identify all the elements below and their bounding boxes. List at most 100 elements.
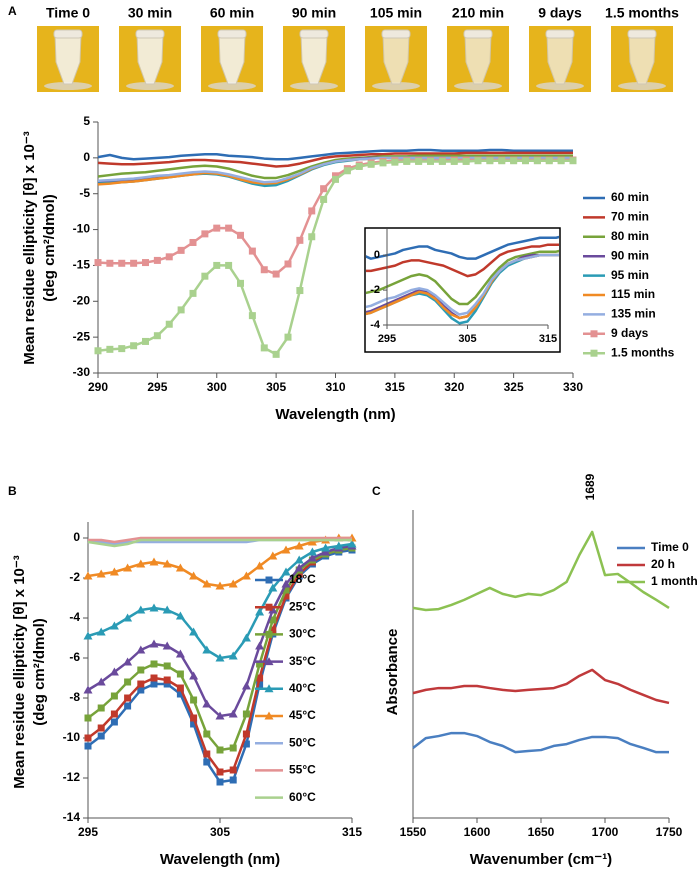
marker [213,224,221,232]
marker [124,678,132,686]
photo-label: 60 min [210,5,254,21]
marker [268,605,278,614]
series-line [366,235,559,260]
marker [165,253,173,261]
marker [203,758,211,766]
series-line [97,151,573,168]
marker [438,157,446,165]
marker [110,692,118,700]
marker [124,694,132,702]
marker [136,645,146,654]
marker [176,684,184,692]
marker [118,259,126,267]
legend-label: 20 h [651,557,675,571]
inset-y-tick-label: -4 [370,319,381,331]
marker [237,279,244,287]
marker [557,157,565,165]
marker [176,670,184,678]
marker [203,730,211,738]
marker [334,541,344,550]
marker [282,592,290,600]
marker [84,714,92,722]
x-tick-label: 300 [207,380,227,394]
series-line [97,156,573,184]
annotation: 1689 [583,473,597,500]
marker [343,167,351,175]
x-tick-label: 325 [504,380,524,394]
marker [229,766,237,774]
marker [142,337,149,345]
inset-plot [366,235,559,325]
y-tick-label: -2 [69,570,80,584]
marker [296,236,304,244]
inset-y-tick-label: -2 [370,284,380,296]
marker [109,667,119,676]
marker [189,571,199,580]
marker [189,627,199,636]
y-tick-label: -10 [63,730,81,744]
marker [265,576,273,584]
marker [149,639,159,648]
inset-x-tick-label: 305 [458,333,476,345]
marker [307,553,317,562]
series-line [412,530,670,612]
x-tick-label: 305 [210,825,230,839]
marker [272,350,280,358]
marker [590,330,598,338]
x-tick-label: 295 [147,380,167,394]
marker [123,563,133,572]
marker [241,681,251,690]
x-tick-label: 1550 [400,825,427,839]
photo-label: Time 0 [46,5,90,21]
legend-label: 70 min [611,210,649,224]
marker [162,641,172,650]
x-tick-label: 1750 [656,825,683,839]
marker [228,709,238,718]
marker [162,559,172,568]
marker [242,730,250,738]
marker [355,162,363,170]
marker [97,704,105,712]
marker [110,710,118,718]
marker [229,776,237,784]
marker [295,570,303,578]
y-tick-label: 0 [83,150,90,164]
series-line [366,253,559,316]
marker [255,607,265,616]
marker [123,657,133,666]
marker [281,579,291,588]
marker [201,272,209,280]
marker [202,699,212,708]
marker [241,633,251,642]
y-axis-title: Absorbance [384,629,401,716]
marker [282,586,290,594]
marker [264,711,274,720]
marker [241,571,251,580]
y-tick-label: -25 [73,329,91,343]
marker [150,674,158,682]
marker [177,306,185,314]
marker [248,312,256,320]
legend-label: Time 0 [651,540,689,554]
x-axis-title: Wavenumber (cm⁻¹) [470,851,612,868]
marker [153,256,161,264]
marker [149,603,159,612]
y-tick-label: 0 [73,530,80,544]
marker [256,674,264,682]
y-axis-title: Mean residue ellipticity [θ] x 10⁻³ [11,555,28,789]
panel-label: C [372,484,381,498]
series-line [97,148,573,161]
marker [533,157,541,165]
marker [83,685,93,694]
photo-label: 210 min [452,5,504,21]
legend-label: 30°C [289,627,316,641]
tube-stand [290,82,338,90]
photo-label: 1.5 months [605,5,679,21]
tube-stand [44,82,92,90]
marker [175,611,185,620]
marker [590,349,598,357]
marker [569,157,577,165]
marker [83,631,93,640]
x-tick-label: 1600 [464,825,491,839]
